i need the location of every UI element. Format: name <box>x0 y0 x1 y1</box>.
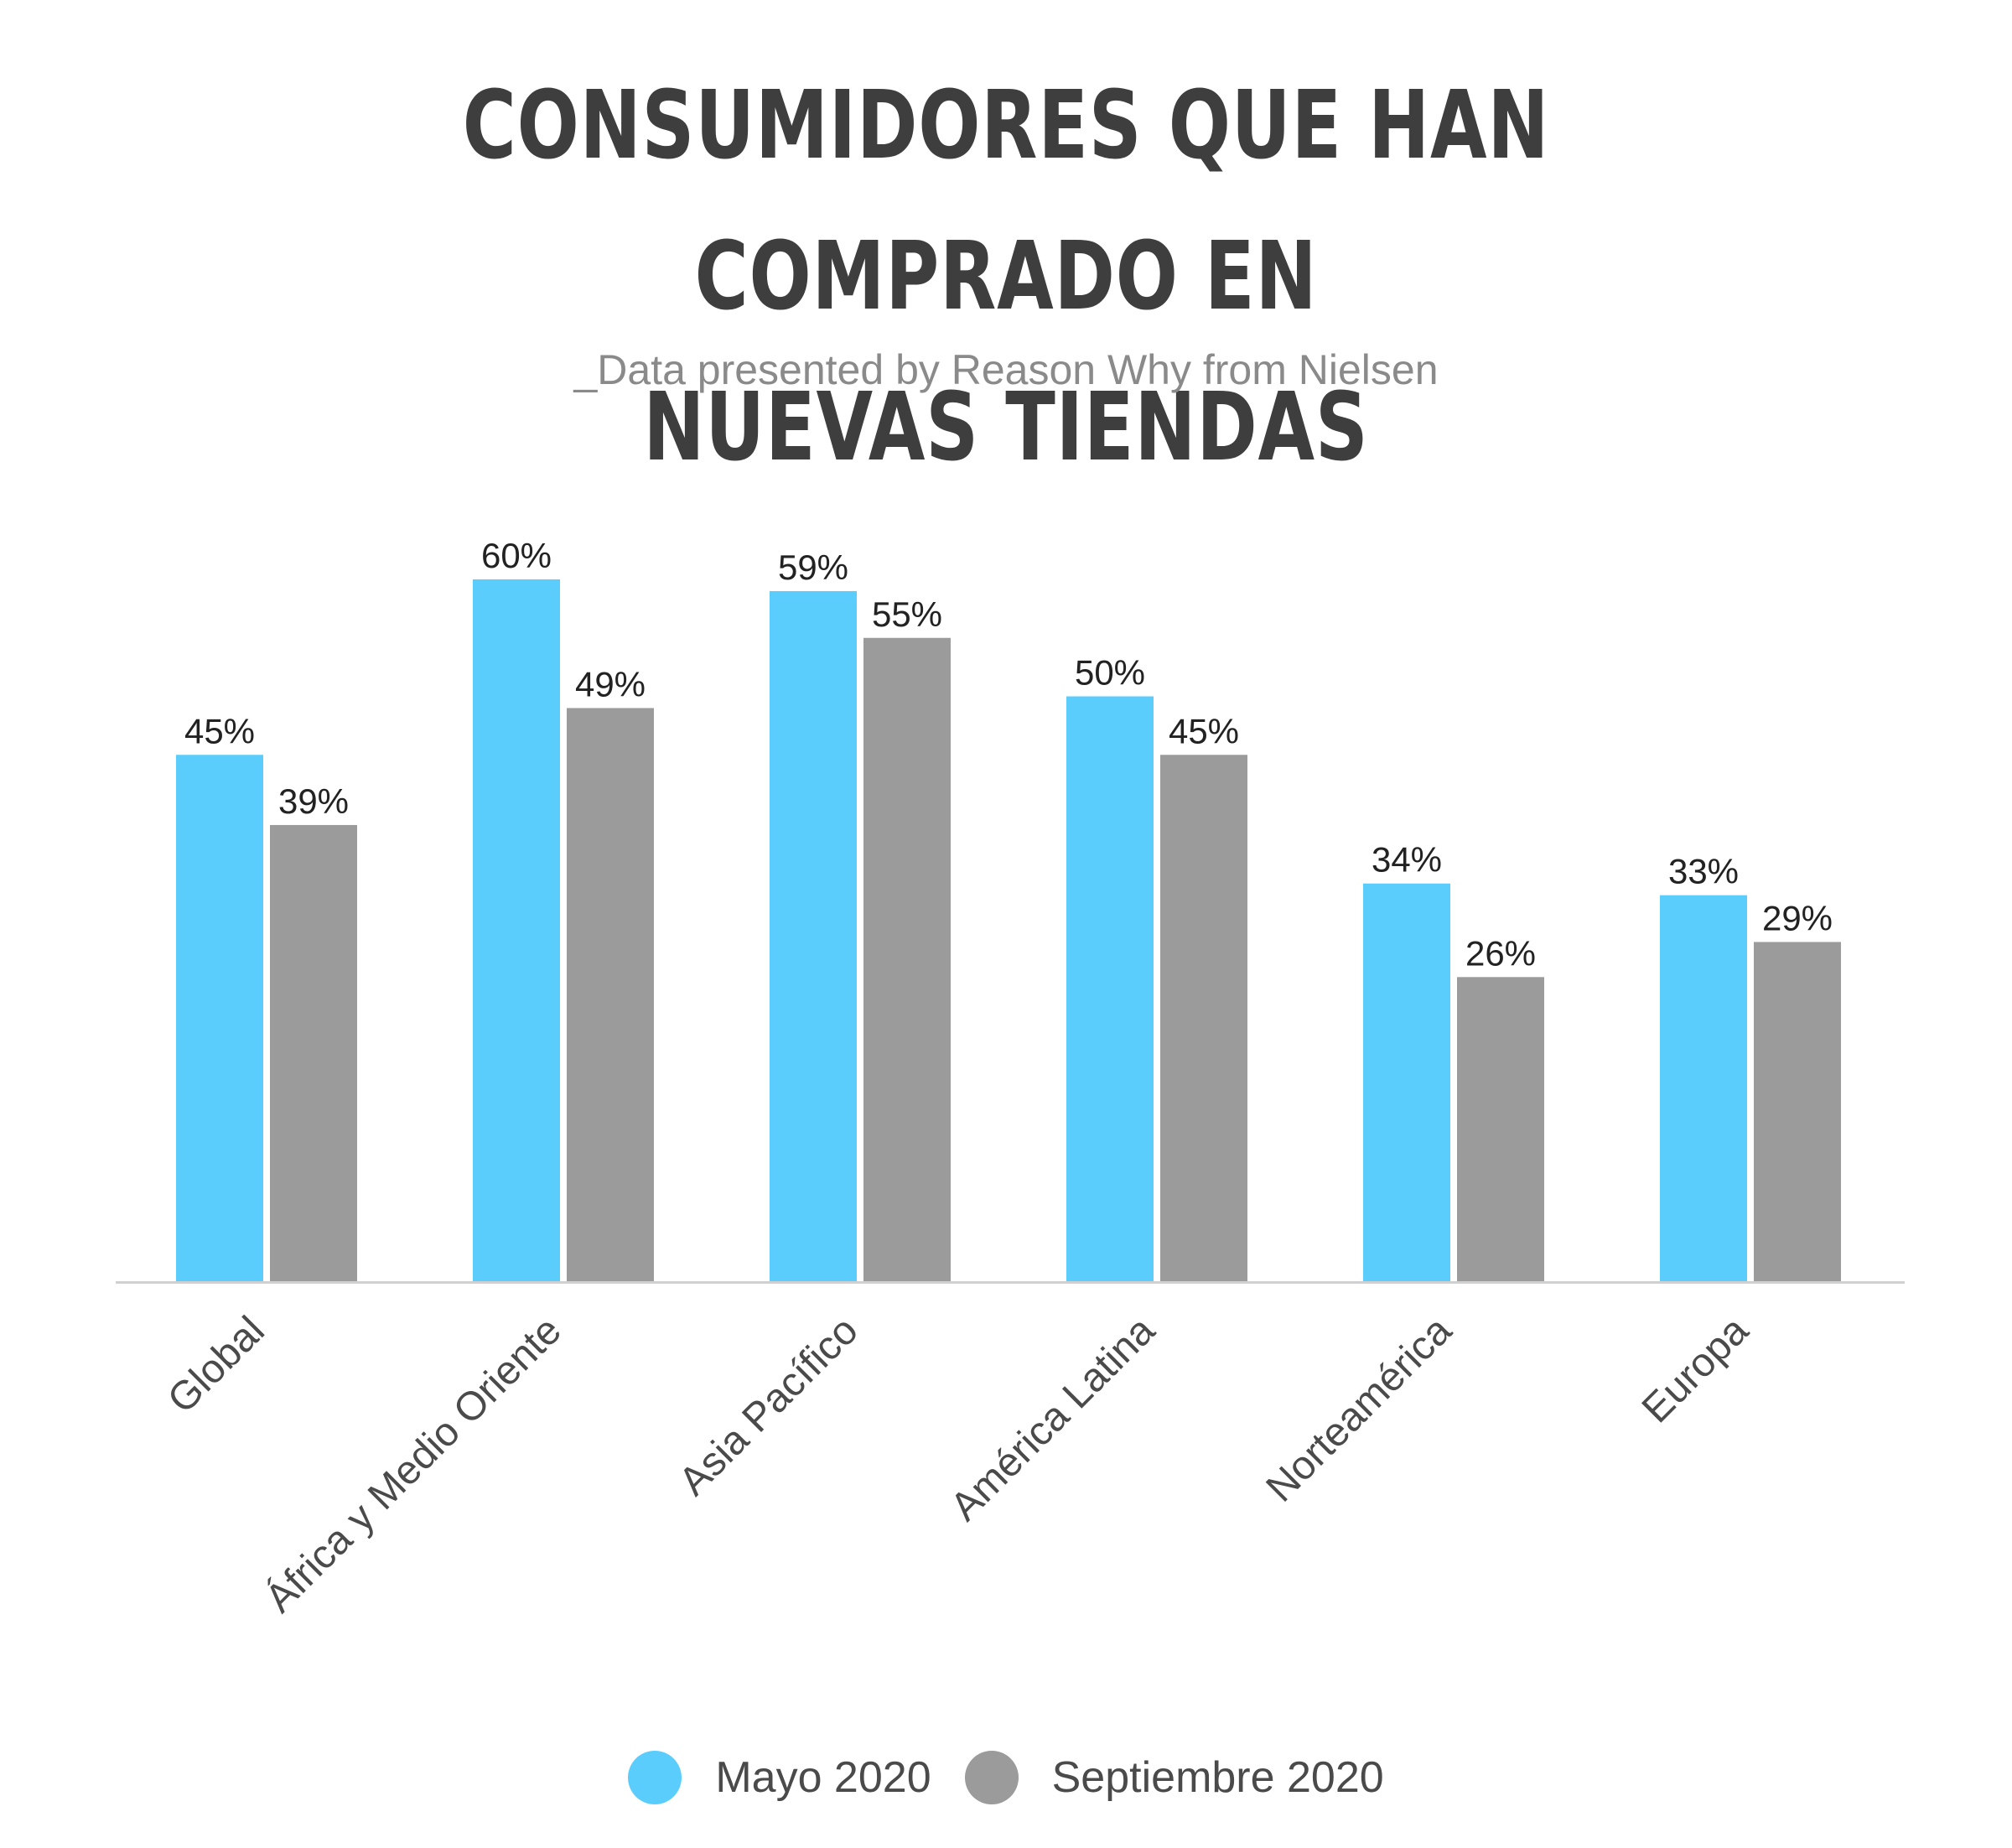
bar-asia-pacifico-septiembre-2020 <box>863 637 951 1281</box>
bar-global-septiembre-2020 <box>270 824 357 1281</box>
bar-norteamerica-mayo-2020 <box>1363 883 1450 1281</box>
chart-title-line1: CONSUMIDORES QUE HAN COMPRADO EN <box>462 71 1550 331</box>
category-label-global: Global <box>159 1308 273 1422</box>
legend-label-septiembre: Septiembre 2020 <box>1051 1753 1384 1802</box>
category-label-america-latina: América Latina <box>942 1308 1164 1529</box>
bar-africa-y-medio-oriente-mayo-2020 <box>473 579 560 1281</box>
value-label-africa-y-medio-oriente-septiembre-2020: 49% <box>575 664 646 703</box>
bar-america-latina-septiembre-2020 <box>1160 755 1247 1281</box>
category-label-africa-y-medio-oriente: África y Medio Oriente <box>257 1308 570 1621</box>
value-label-global-septiembre-2020: 39% <box>278 781 349 821</box>
legend-swatch-mayo <box>628 1751 682 1804</box>
legend: Mayo 2020 Septiembre 2020 <box>0 1744 2012 1811</box>
bars-group <box>176 579 1841 1281</box>
value-label-norteamerica-septiembre-2020: 26% <box>1465 933 1536 973</box>
bar-america-latina-mayo-2020 <box>1066 696 1154 1281</box>
legend-label-mayo: Mayo 2020 <box>715 1753 931 1802</box>
legend-swatch-septiembre <box>964 1751 1019 1804</box>
bar-global-mayo-2020 <box>176 755 263 1281</box>
bar-norteamerica-septiembre-2020 <box>1457 977 1544 1281</box>
bar-africa-y-medio-oriente-septiembre-2020 <box>567 708 654 1281</box>
value-label-asia-pacifico-septiembre-2020: 55% <box>872 594 942 634</box>
chart-title-line2: NUEVAS TIENDAS <box>643 373 1369 482</box>
category-label-europa: Europa <box>1634 1308 1757 1431</box>
chart-title: CONSUMIDORES QUE HAN COMPRADO EN NUEVAS … <box>221 50 1791 503</box>
bar-europa-mayo-2020 <box>1660 895 1747 1281</box>
chart-subtitle: _Data presented by Reason Why from Niels… <box>573 346 1439 393</box>
category-label-norteamerica: Norteamérica <box>1258 1308 1460 1510</box>
legend-item-mayo: Mayo 2020 <box>628 1751 931 1804</box>
value-labels-group: 45% 39% 60% 49% 59% 55% 50% 45% 34% 26% 33% 29% <box>184 536 1833 973</box>
value-label-norteamerica-mayo-2020: 34% <box>1372 840 1442 880</box>
value-label-africa-y-medio-oriente-mayo-2020: 60% <box>481 536 552 575</box>
value-label-asia-pacifico-mayo-2020: 59% <box>778 548 848 587</box>
category-label-asia-pacifico: Asia Pacífico <box>671 1308 867 1504</box>
value-label-europa-septiembre-2020: 29% <box>1762 898 1833 937</box>
bar-asia-pacifico-mayo-2020 <box>770 590 857 1281</box>
value-label-europa-mayo-2020: 33% <box>1668 852 1739 891</box>
value-label-america-latina-mayo-2020: 50% <box>1075 653 1145 693</box>
value-label-america-latina-septiembre-2020: 45% <box>1169 711 1239 750</box>
bar-europa-septiembre-2020 <box>1754 942 1841 1281</box>
legend-item-septiembre: Septiembre 2020 <box>964 1751 1384 1804</box>
value-label-global-mayo-2020: 45% <box>184 711 255 750</box>
